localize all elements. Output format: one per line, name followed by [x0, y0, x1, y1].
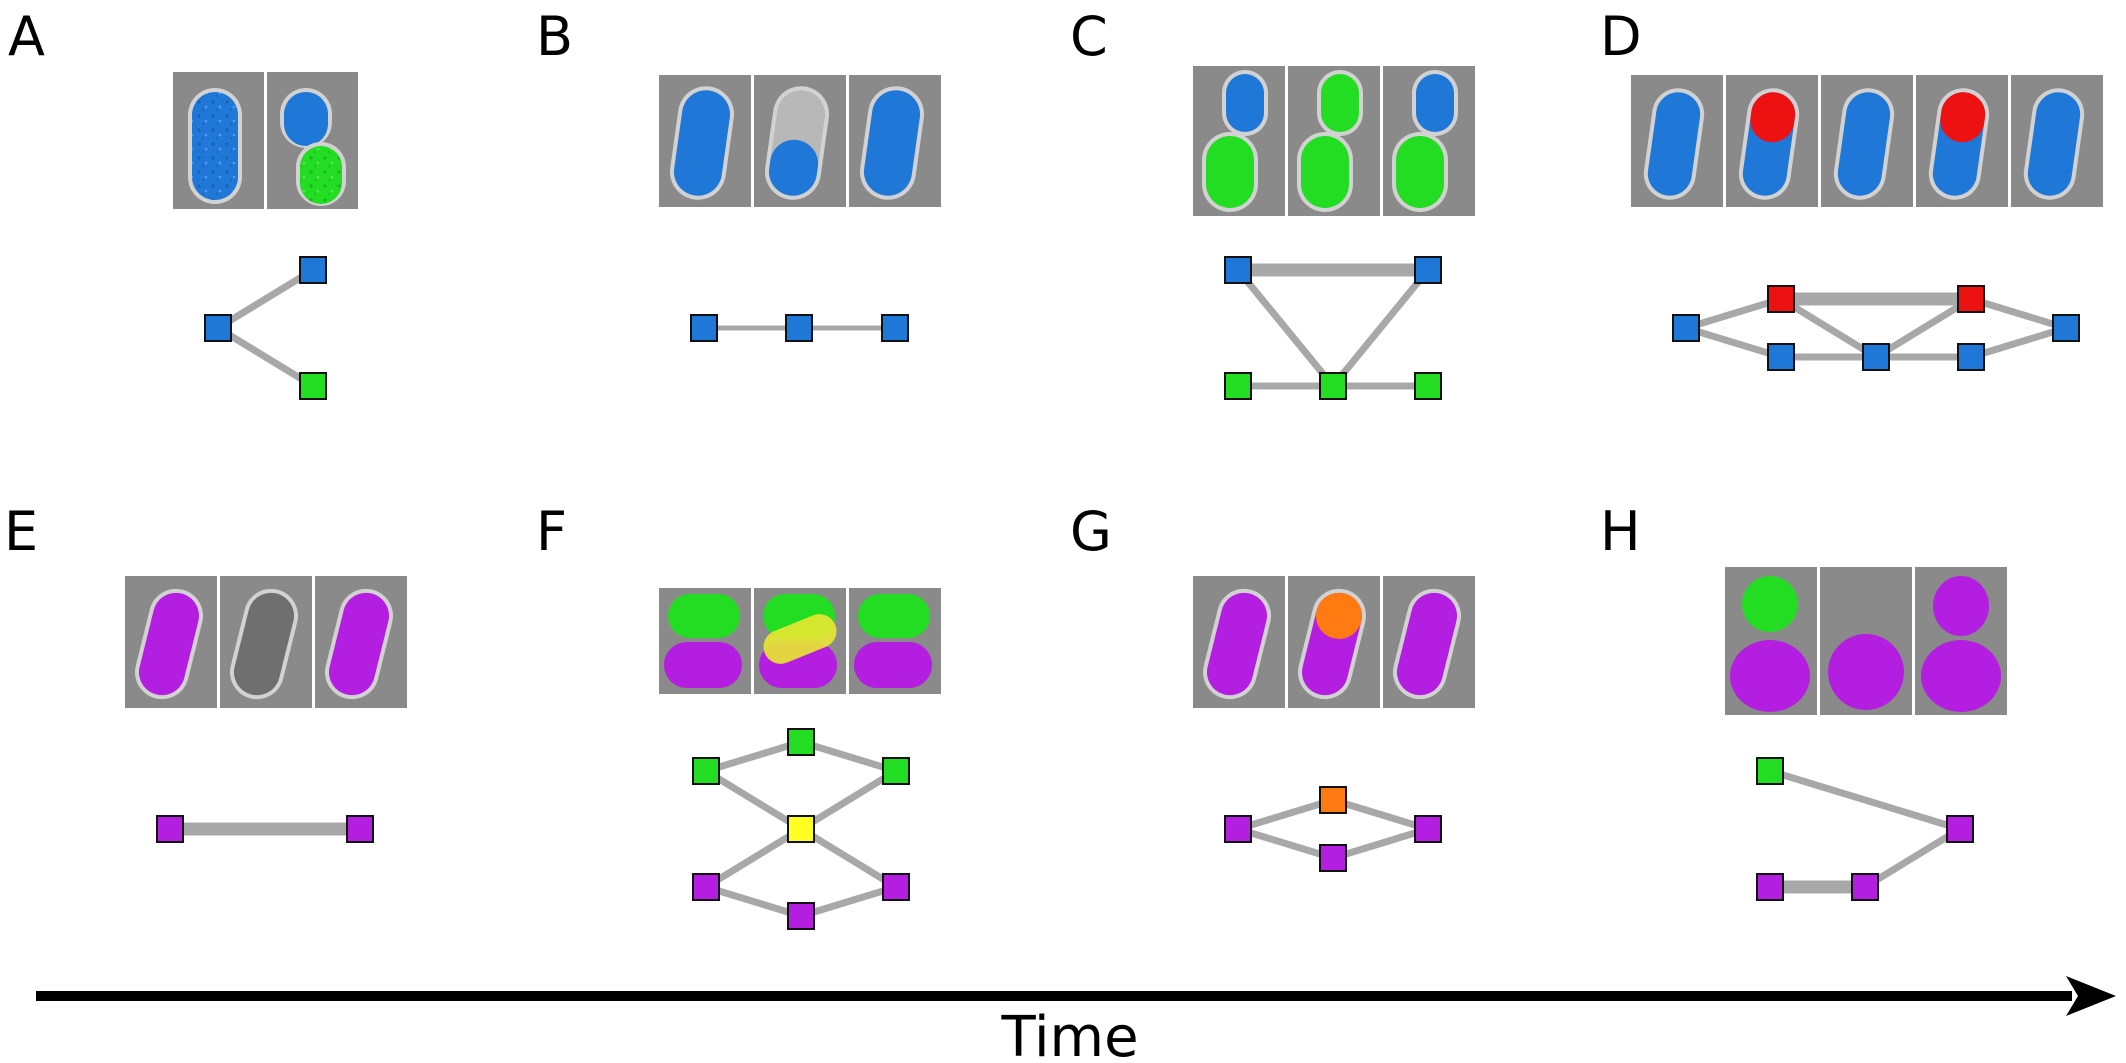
- edge: [1236, 825, 1335, 862]
- micrograph-strip-f: [657, 586, 943, 696]
- node-magenta: [1756, 873, 1784, 901]
- edge: [1969, 324, 2068, 361]
- lineage-graph-e: [156, 815, 374, 843]
- panel-label-g: G: [1070, 500, 1112, 563]
- panel-h: [1723, 565, 2009, 901]
- edge: [1331, 796, 1430, 833]
- lineage-graph-a: [204, 256, 327, 400]
- panel-label-e: E: [4, 500, 38, 563]
- time-label: Time: [1000, 1005, 1138, 1063]
- lineage-graph-f: [692, 728, 910, 930]
- panel-f: [657, 586, 943, 930]
- edge: [1684, 295, 1783, 332]
- micrograph-strip-a: [171, 70, 360, 211]
- node-blue: [1862, 343, 1890, 371]
- node-magenta: [882, 873, 910, 901]
- node-blue: [1957, 343, 1985, 371]
- edge: [1236, 796, 1335, 833]
- node-magenta: [1319, 844, 1347, 872]
- node-red: [1767, 285, 1795, 313]
- panel-c: [1191, 64, 1477, 400]
- edge: [1863, 826, 1962, 890]
- node-green: [1414, 372, 1442, 400]
- time-axis: Time: [36, 976, 2116, 1063]
- node-magenta: [346, 815, 374, 843]
- node-green: [1756, 757, 1784, 785]
- edge: [799, 883, 898, 920]
- lineage-graph-d: [1672, 285, 2080, 371]
- edge: [1969, 295, 2068, 332]
- micrograph-strip-c: [1191, 64, 1477, 218]
- edge: [1874, 296, 1973, 360]
- node-magenta: [787, 902, 815, 930]
- node-yellow: [787, 815, 815, 843]
- panel-d: [1629, 73, 2105, 371]
- edge: [704, 738, 803, 775]
- edge: [704, 883, 803, 920]
- lineage-graph-h: [1756, 757, 1974, 901]
- micrograph-strip-d: [1629, 73, 2105, 209]
- panel-label-a: A: [8, 5, 45, 68]
- node-green: [1224, 372, 1252, 400]
- panel-b: [657, 73, 943, 342]
- panel-a: [171, 70, 360, 400]
- node-blue: [1767, 343, 1795, 371]
- lineage-graph-g: [1224, 786, 1442, 872]
- node-blue: [785, 314, 813, 342]
- node-blue: [1414, 256, 1442, 284]
- micrograph-strip-b: [657, 73, 943, 209]
- edge: [1779, 296, 1878, 360]
- node-blue: [2052, 314, 2080, 342]
- edge: [1331, 825, 1430, 862]
- time-arrow-head: [2066, 976, 2116, 1016]
- edge: [1235, 267, 1336, 389]
- edge: [216, 325, 315, 389]
- node-green: [787, 728, 815, 756]
- edge: [799, 768, 898, 832]
- node-magenta: [692, 873, 720, 901]
- edge: [216, 267, 315, 331]
- micrograph-strip-h: [1723, 565, 2009, 717]
- panel-label-b: B: [536, 5, 573, 68]
- panel-label-h: H: [1600, 500, 1641, 563]
- node-blue: [881, 314, 909, 342]
- panel-label-d: D: [1600, 5, 1642, 68]
- panel-label-c: C: [1070, 5, 1108, 68]
- edge: [1768, 767, 1962, 833]
- edge: [704, 768, 803, 832]
- node-green: [299, 372, 327, 400]
- node-green: [692, 757, 720, 785]
- node-blue: [299, 256, 327, 284]
- node-magenta: [1946, 815, 1974, 843]
- node-blue: [204, 314, 232, 342]
- lineage-graph-c: [1224, 256, 1442, 400]
- micrograph-strip-e: [123, 574, 409, 710]
- node-orange: [1319, 786, 1347, 814]
- panel-g: [1191, 574, 1477, 872]
- node-magenta: [1414, 815, 1442, 843]
- node-red: [1957, 285, 1985, 313]
- node-magenta: [156, 815, 184, 843]
- edge: [799, 826, 898, 890]
- edge: [704, 826, 803, 890]
- node-blue: [690, 314, 718, 342]
- micrograph-strip-g: [1191, 574, 1477, 710]
- edge: [1684, 324, 1783, 361]
- edge: [1330, 267, 1431, 389]
- node-blue: [1224, 256, 1252, 284]
- node-magenta: [1224, 815, 1252, 843]
- node-blue: [1672, 314, 1700, 342]
- node-magenta: [1851, 873, 1879, 901]
- node-green: [882, 757, 910, 785]
- edge: [799, 738, 898, 775]
- panel-e: [123, 574, 409, 843]
- panel-label-f: F: [536, 500, 567, 563]
- lineage-graph-b: [690, 314, 909, 342]
- node-green: [1319, 372, 1347, 400]
